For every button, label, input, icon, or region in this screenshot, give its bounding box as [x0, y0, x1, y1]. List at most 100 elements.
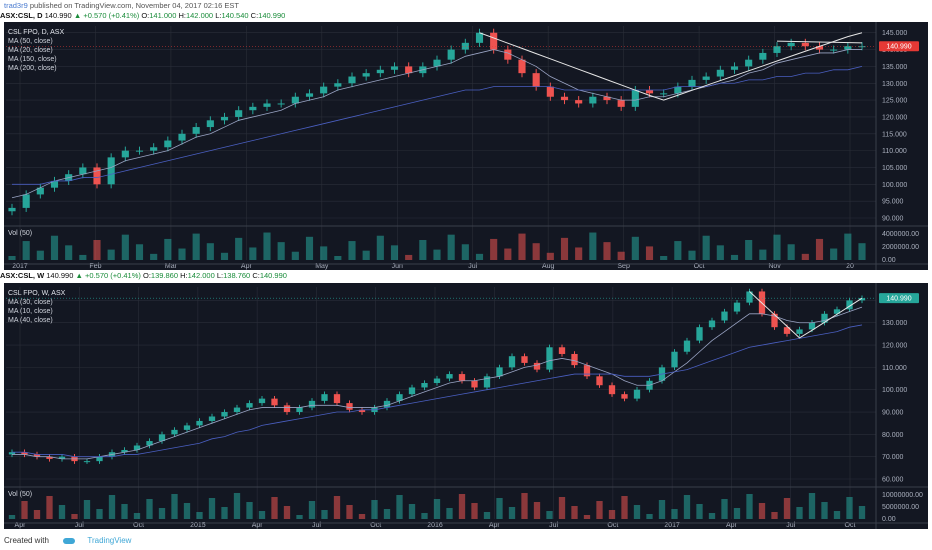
candle-body [645, 90, 654, 94]
x-tick-label: Oct [370, 522, 381, 529]
x-tick-label: Oct [607, 522, 618, 529]
candle-body [33, 454, 41, 457]
last-price-tag [879, 293, 919, 304]
tradingview-logo-icon [63, 537, 76, 544]
candle-body [483, 376, 491, 388]
volume-bar [746, 494, 753, 519]
volume-bar [461, 244, 469, 260]
author-link[interactable]: trad3r9 [4, 1, 28, 10]
volume-bar [158, 508, 166, 519]
y-tick-label: 90.000 [882, 216, 904, 223]
volume-bar [408, 504, 416, 519]
candle-body [320, 86, 328, 94]
volume-bar [376, 235, 384, 260]
candle-body [346, 403, 353, 410]
volume-bar [371, 500, 378, 519]
volume-bar [183, 503, 191, 519]
volume-bar [571, 506, 578, 519]
volume-bar [532, 243, 540, 260]
volume-bar [617, 251, 625, 260]
volume-bar [233, 493, 241, 519]
publish-line: trad3r9 published on TradingView.com, No… [4, 1, 239, 10]
daily-chart-panel[interactable]: 90.000 95.000 100.000 105.000 110.000 115.000… [4, 22, 928, 270]
last-price-tag [879, 41, 919, 52]
volume-bar [708, 513, 716, 519]
volume-bar [596, 501, 603, 519]
legend-item: MA (30, close) [8, 299, 53, 306]
legend-item: MA (40, close) [8, 317, 53, 324]
volume-bar [258, 511, 266, 519]
price-daily: 140.990 [44, 11, 72, 20]
volume-bar [405, 254, 413, 260]
last-price-label: 140.990 [886, 44, 911, 51]
candle-body [558, 347, 566, 354]
volume-bar [208, 498, 216, 519]
weekly-chart-panel[interactable]: 60.000 70.000 80.000 90.000 100.000 110.000 12… [4, 283, 928, 529]
candle-body [178, 133, 186, 141]
candle-body [830, 49, 838, 51]
volume-bar [192, 233, 200, 260]
candle-body [93, 167, 101, 185]
candle-body [221, 412, 228, 417]
volume-bar [21, 501, 28, 519]
x-tick-label: Sep [617, 263, 630, 270]
candle-body [771, 313, 778, 328]
volume-bar [833, 511, 841, 519]
y-tick-label: 120.000 [882, 114, 907, 121]
x-tick-label: 2017 [664, 522, 680, 529]
legend-title: CSL FPO, D, ASX [8, 29, 64, 36]
candle-body [575, 100, 583, 104]
candle-body [833, 309, 841, 314]
volume-bar [108, 495, 116, 519]
candle-body [405, 66, 413, 74]
volume-bar [96, 509, 103, 519]
volume-bar [83, 500, 91, 519]
candle-body [773, 46, 781, 53]
volume-bar [220, 252, 229, 260]
candle-body [787, 42, 795, 47]
created-with-text: Created with [4, 536, 49, 545]
candle-body [533, 362, 541, 370]
candle-body [150, 147, 158, 151]
volume-bar [504, 248, 512, 260]
volume-bar [801, 253, 809, 260]
low-value: 140.540 [221, 11, 249, 20]
x-tick-label: Oct [133, 522, 144, 529]
weekly-chart-svg[interactable]: 60.000 70.000 80.000 90.000 100.000 110.000 12… [4, 283, 928, 529]
x-tick-label: Apr [726, 522, 738, 529]
volume-bar [164, 238, 172, 260]
volume-tick-label: 4000000.00 [882, 231, 919, 238]
candle-body [721, 311, 728, 321]
volume-bar [721, 499, 728, 519]
candle-body [246, 403, 253, 408]
candle-body [716, 69, 724, 77]
volume-bar [249, 247, 257, 260]
candle-body [447, 49, 455, 60]
candle-body [358, 409, 366, 413]
candle-body [249, 106, 257, 111]
candle-body [532, 73, 540, 87]
candle-body [496, 367, 503, 377]
candle-body [596, 376, 603, 386]
x-tick-label: Apr [489, 522, 501, 529]
volume-bar [608, 510, 616, 519]
candle-body [8, 207, 16, 212]
volume-bar [171, 494, 178, 519]
y-tick-label: 105.000 [882, 165, 907, 172]
candle-body [633, 389, 641, 399]
volume-bar [696, 504, 703, 519]
tradingview-link[interactable]: TradingView [87, 536, 132, 545]
candle-body [674, 86, 682, 94]
up-triangle-icon: ▲ [75, 271, 83, 280]
publish-info: published on TradingView.com, November 0… [29, 1, 240, 10]
daily-chart-svg[interactable]: 90.000 95.000 100.000 105.000 110.000 115.000… [4, 22, 928, 270]
x-tick-label: 20 [846, 263, 854, 270]
candle-body [808, 322, 816, 330]
legend-item: MA (200, close) [8, 65, 57, 72]
last-price-label: 140.990 [886, 296, 911, 303]
y-tick-label: 115.000 [882, 131, 907, 138]
close-label: C: [252, 271, 260, 280]
candle-body [383, 400, 391, 408]
candle-body [421, 383, 428, 388]
y-tick-label: 70.000 [882, 454, 904, 461]
